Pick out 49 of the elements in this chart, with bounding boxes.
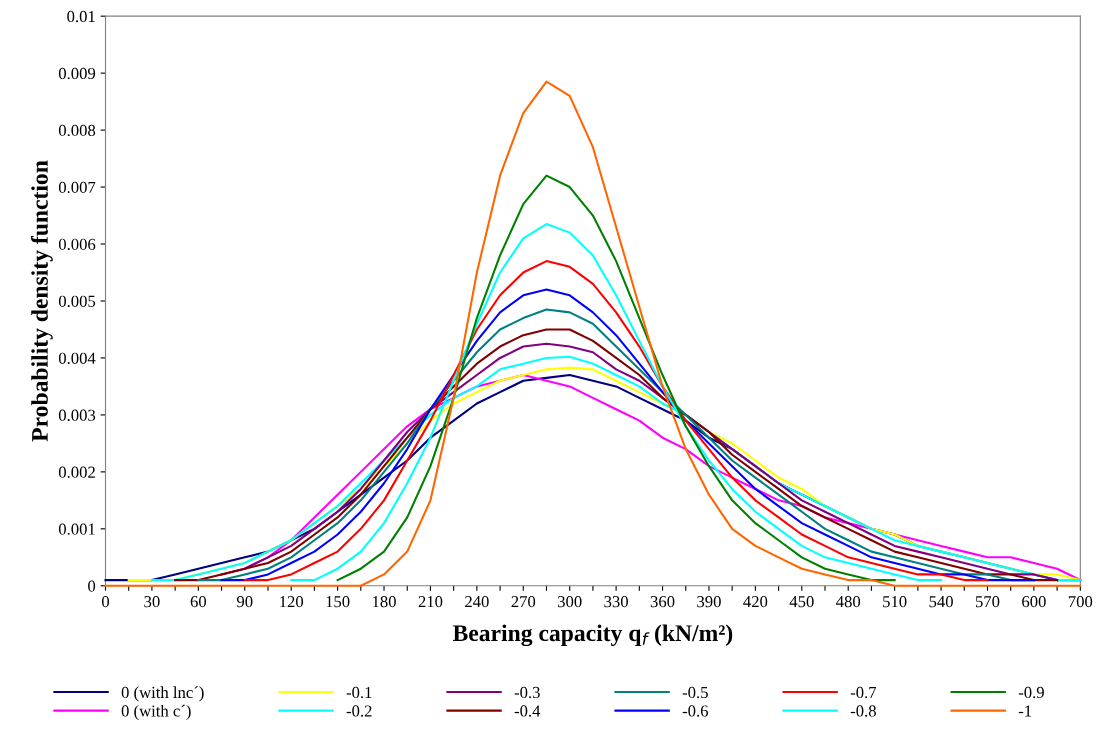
x-tick-label: 360	[650, 596, 675, 608]
x-tick-label: 90	[236, 596, 253, 608]
x-axis-title: Bearing capacity q$_{f}$ (kN/m²)	[452, 624, 733, 647]
y-tick-label: 0.003	[58, 409, 96, 421]
x-tick-label: 390	[697, 596, 721, 608]
legend-label: 0 (with lnc´)	[121, 686, 204, 702]
x-tick-label: 450	[789, 596, 814, 608]
line-series	[336, 174, 896, 582]
legend-label: 0 (with c´)	[121, 704, 191, 720]
legend-label: -0.9	[1018, 686, 1044, 699]
y-tick-label: 0	[88, 580, 96, 592]
x-tick-label: 420	[743, 596, 768, 608]
x-tick-label: 150	[326, 596, 350, 608]
legend-label: -0.1	[346, 686, 372, 699]
x-tick-label: 510	[883, 596, 907, 608]
legend-label: -0.2	[346, 705, 372, 717]
x-tick-label: 270	[511, 596, 536, 608]
legend-label: -0.8	[850, 705, 876, 717]
x-tick-label: 700	[1068, 596, 1093, 608]
line-series	[243, 260, 989, 582]
legend-label: -0.4	[514, 705, 541, 717]
x-tick-label: 210	[418, 596, 443, 608]
y-tick-label: 0.002	[58, 466, 95, 478]
legend-label: -0.7	[850, 686, 877, 699]
x-tick-label: 480	[836, 596, 861, 608]
y-tick-label: 0.004	[58, 352, 96, 364]
y-tick-label: 0.008	[58, 124, 96, 137]
legend-label: -1	[1018, 705, 1032, 717]
legend-label: -0.5	[682, 686, 708, 699]
x-tick-label: 330	[604, 596, 628, 608]
y-tick-label: 0.005	[58, 295, 96, 307]
x-tick-label: 60	[190, 596, 207, 608]
legend-label: -0.6	[682, 705, 709, 717]
y-tick-label: 0.006	[58, 238, 96, 251]
x-tick-label: 540	[929, 596, 953, 608]
x-tick-label: 0	[101, 596, 110, 608]
x-tick-label: 240	[465, 596, 489, 608]
x-tick-label: 600	[1022, 596, 1046, 608]
x-tick-label: 300	[558, 596, 582, 608]
x-tick-label: 120	[280, 596, 304, 608]
y-axis-title: Probability density function	[31, 160, 53, 442]
y-tick-label: 0.001	[58, 523, 95, 535]
x-tick-label: 180	[372, 596, 396, 608]
legend-label: -0.3	[514, 686, 540, 699]
y-tick-label: 0.009	[58, 67, 96, 80]
y-tick-label: 0.007	[58, 181, 96, 194]
x-tick-label: 30	[144, 596, 160, 608]
y-tick-label: 0.01	[67, 10, 95, 23]
x-tick-label: 570	[975, 596, 1000, 608]
